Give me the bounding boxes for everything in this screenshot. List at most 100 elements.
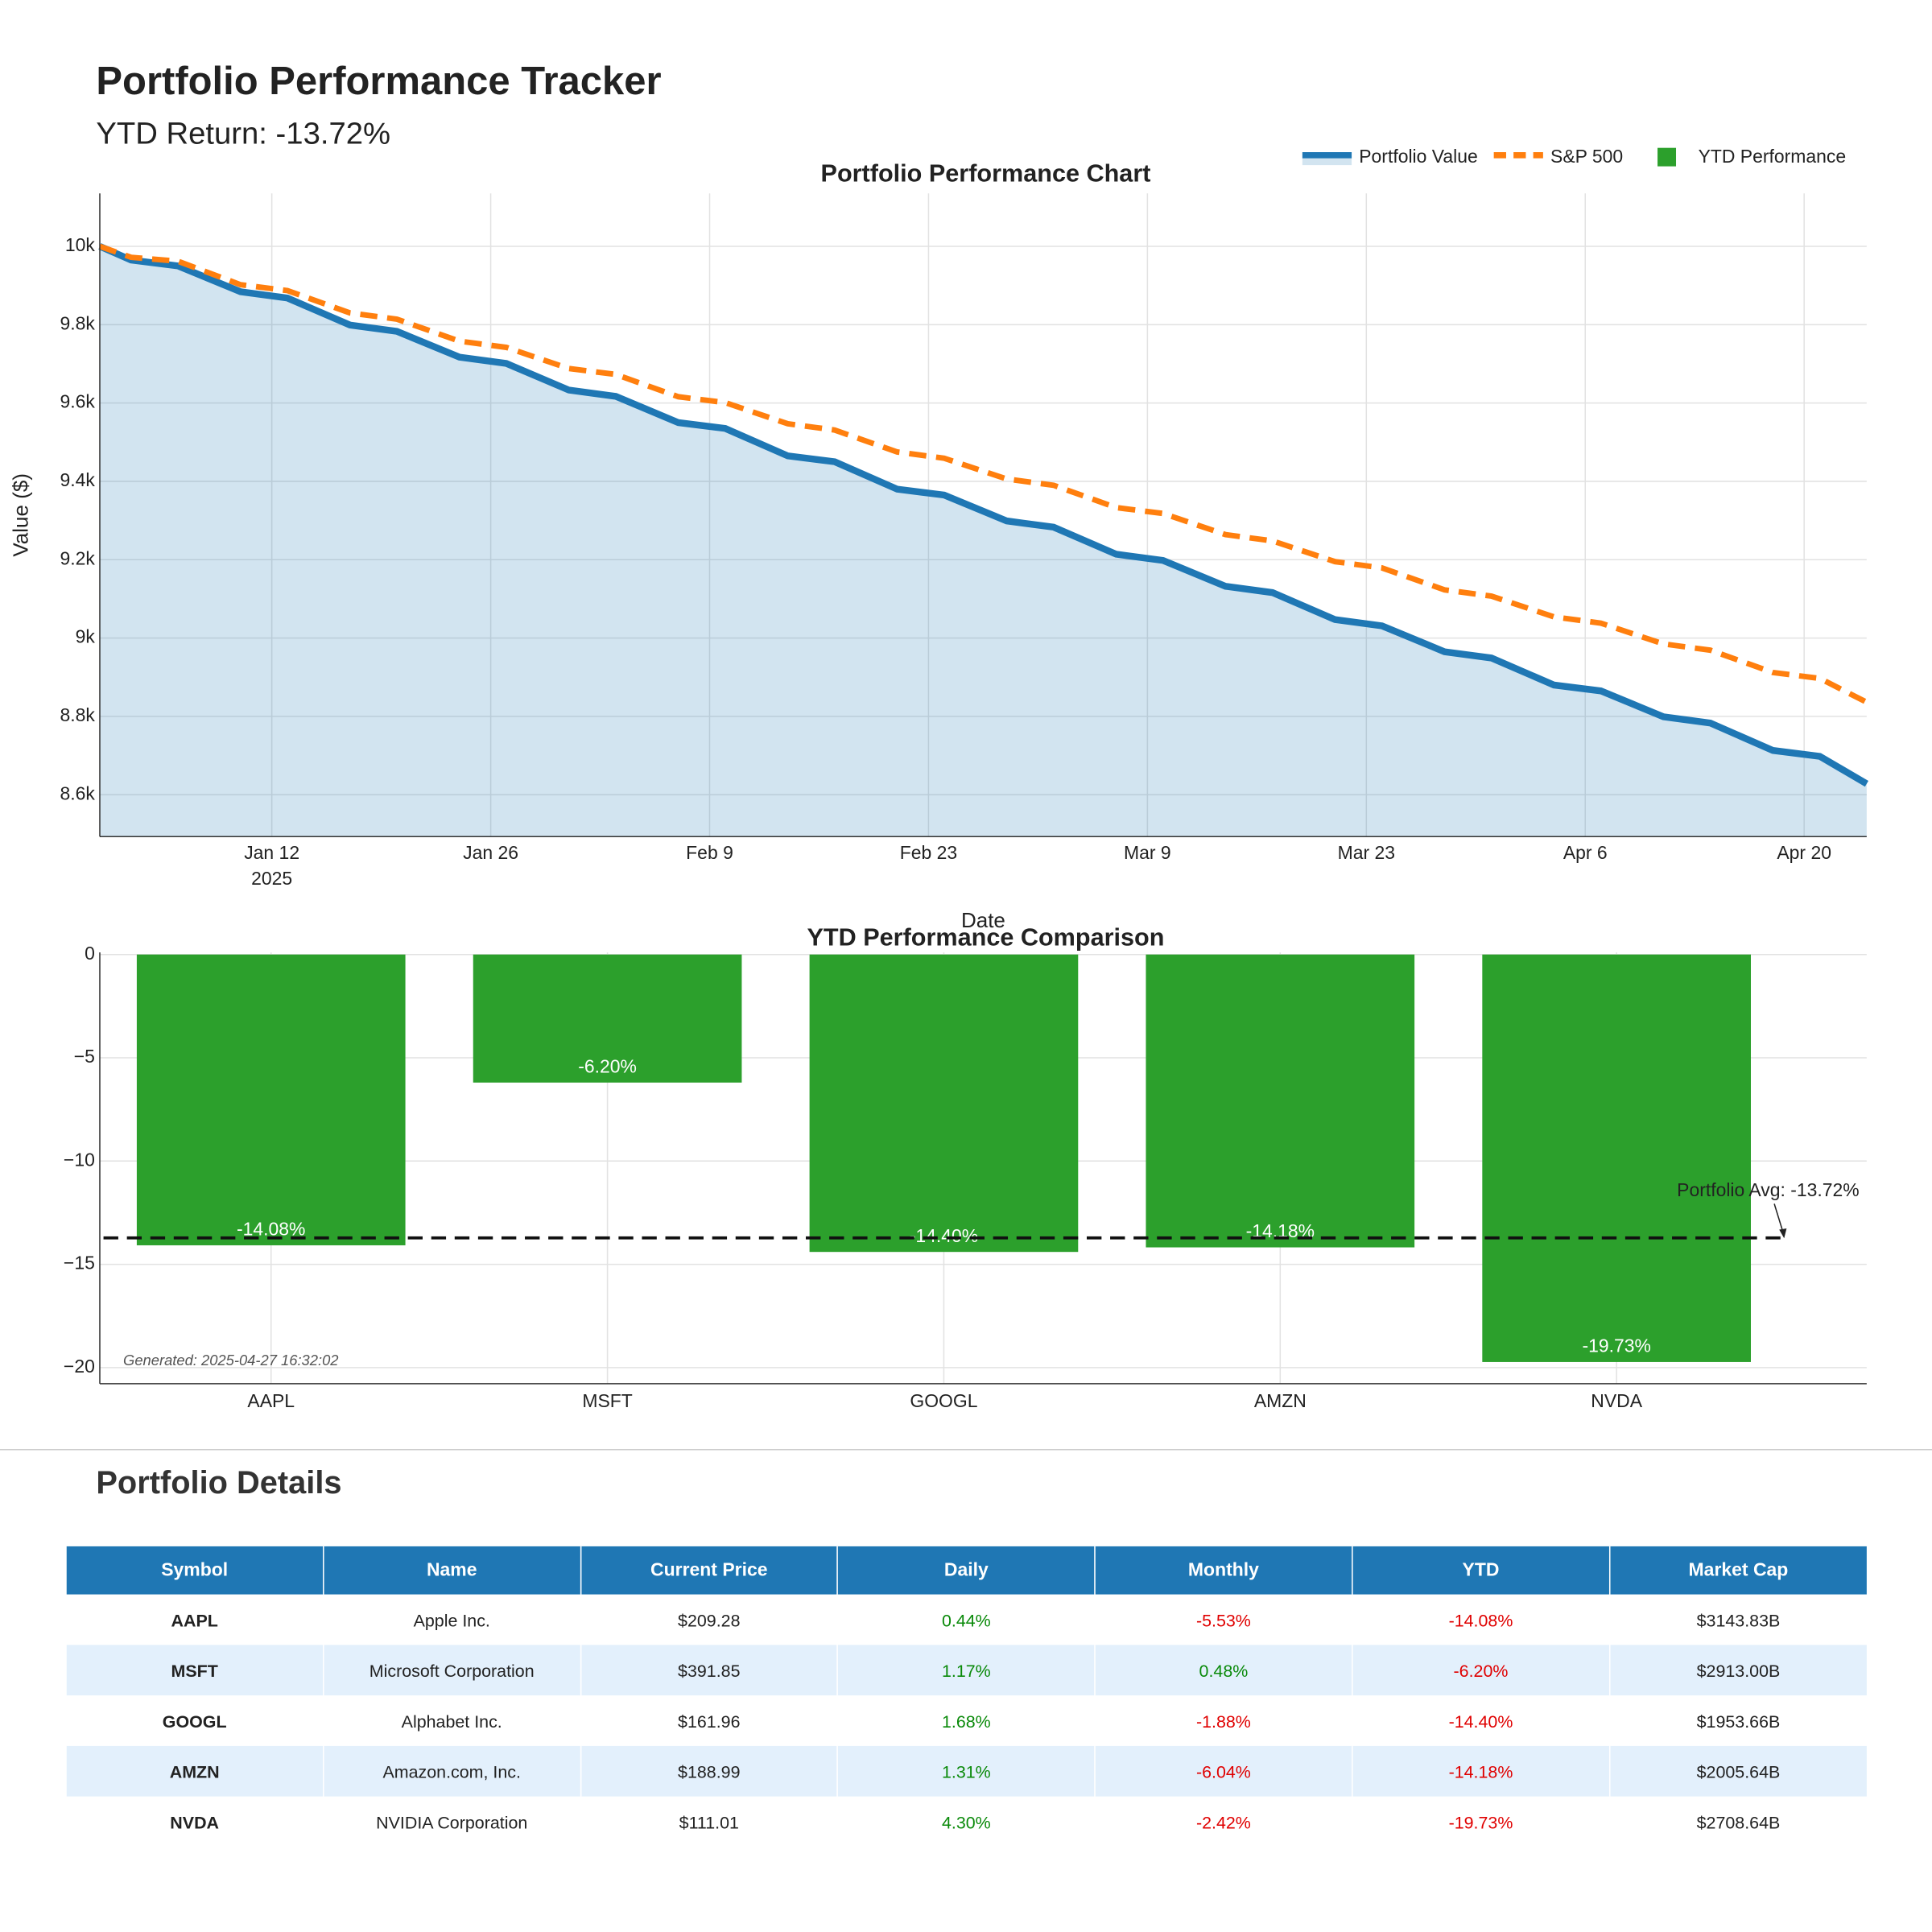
separator — [0, 1449, 1932, 1451]
y-tick-label: 8.8k — [60, 704, 95, 725]
x-tick-label: Feb 9 — [686, 842, 733, 863]
x-tick-label: AMZN — [1254, 1390, 1307, 1411]
table-cell: -14.18% — [1351, 1745, 1610, 1797]
column-header: Daily — [836, 1546, 1096, 1595]
table-row: GOOGL Alphabet Inc. $161.96 1.68% -1.88% -14.… — [65, 1695, 1867, 1746]
table-cell: $2913.00B — [1608, 1645, 1867, 1696]
x-tick-label: MSFT — [582, 1390, 632, 1411]
bar — [1482, 954, 1751, 1362]
table-cell: Alphabet Inc. — [322, 1695, 581, 1746]
y-tick-label: −5 — [74, 1046, 95, 1067]
bar-value-label: -6.20% — [578, 1055, 637, 1076]
y-tick-label: 10k — [65, 234, 96, 255]
table-cell: $2708.64B — [1608, 1796, 1867, 1847]
table-cell: Microsoft Corporation — [322, 1645, 581, 1696]
legend-label: Portfolio Value — [1359, 146, 1477, 167]
bar — [809, 954, 1079, 1253]
table-cell: NVDA — [65, 1796, 324, 1847]
y-tick-label: 9.2k — [60, 547, 95, 568]
table-cell: AAPL — [65, 1594, 324, 1645]
x-tick-sublabel: 2025 — [251, 868, 292, 889]
table-cell: -6.20% — [1351, 1645, 1610, 1696]
table-cell: -14.40% — [1351, 1695, 1610, 1746]
table-cell: 1.17% — [836, 1645, 1096, 1696]
bar — [1146, 954, 1415, 1248]
x-axis-label: Date — [961, 908, 1005, 932]
page-subtitle: YTD Return: -13.72% — [96, 116, 390, 151]
table-cell: AMZN — [65, 1745, 324, 1797]
x-tick-label: Apr 20 — [1777, 842, 1831, 863]
table-cell: -5.53% — [1094, 1594, 1352, 1645]
table-cell: Apple Inc. — [322, 1594, 581, 1645]
column-header: Name — [322, 1546, 581, 1595]
section-title: Portfolio Details — [96, 1463, 342, 1501]
table-cell: $1953.66B — [1608, 1695, 1867, 1746]
line-series — [98, 243, 1869, 787]
table-cell: GOOGL — [65, 1695, 324, 1746]
bar-value-label: -14.40% — [910, 1225, 978, 1246]
column-header: Monthly — [1094, 1546, 1352, 1595]
table-cell: 4.30% — [836, 1796, 1096, 1847]
legend-swatch — [1302, 157, 1352, 166]
x-tick-label: AAPL — [247, 1390, 295, 1411]
table-cell: -14.08% — [1351, 1594, 1610, 1645]
charts: Portfolio Performance Tracker YTD Return… — [8, 60, 1869, 1411]
table-cell: Amazon.com, Inc. — [322, 1745, 581, 1797]
table-cell: $111.01 — [580, 1796, 838, 1847]
header-row: Symbol Name Current Price Daily Monthly YTD Ma… — [65, 1546, 1867, 1595]
table-row: NVDA NVIDIA Corporation $111.01 4.30% -2.42%… — [65, 1796, 1867, 1847]
y-tick-label: 0 — [85, 943, 95, 964]
area-fill — [99, 246, 1867, 837]
table-cell: $188.99 — [580, 1745, 838, 1797]
y-tick-label: −20 — [64, 1356, 95, 1377]
column-header: Current Price — [580, 1546, 838, 1595]
column-header: Market Cap — [1608, 1546, 1867, 1595]
table-cell: 0.44% — [836, 1594, 1096, 1645]
x-tick-label: Apr 6 — [1563, 842, 1608, 863]
table-cell: 0.48% — [1094, 1645, 1352, 1696]
table-cell: -6.04% — [1094, 1745, 1352, 1797]
x-tick-label: Jan 12 — [244, 842, 299, 863]
y-axis-label: Value ($) — [8, 473, 32, 557]
table-row: MSFT Microsoft Corporation $391.85 1.17% 0.4… — [65, 1645, 1867, 1696]
legend-swatch — [1657, 147, 1677, 167]
bar — [136, 954, 406, 1245]
table-cell: MSFT — [65, 1645, 324, 1696]
y-tick-label: 9.8k — [60, 312, 95, 333]
details-table: Symbol Name Current Price Daily Monthly YTD Ma… — [65, 1546, 1867, 1847]
table-cell: $209.28 — [580, 1594, 838, 1645]
y-tick-label: 9k — [76, 626, 96, 647]
table-row: AAPL Apple Inc. $209.28 0.44% -5.53% -14.08% $… — [65, 1594, 1867, 1645]
y-tick-label: 9.6k — [60, 391, 95, 412]
table-cell: -2.42% — [1094, 1796, 1352, 1847]
footnote: Generated: 2025-04-27 16:32:02 — [123, 1352, 338, 1368]
x-tick-label: Mar 23 — [1338, 842, 1395, 863]
table-cell: -19.73% — [1351, 1796, 1610, 1847]
line-series — [98, 243, 1868, 705]
table-cell: -1.88% — [1094, 1695, 1352, 1746]
y-tick-label: 9.4k — [60, 469, 95, 490]
bar — [473, 954, 742, 1083]
x-tick-label: Feb 23 — [900, 842, 957, 863]
legend-label: S&P 500 — [1550, 146, 1623, 167]
bar-value-label: -19.73% — [1582, 1335, 1650, 1356]
x-tick-label: GOOGL — [910, 1390, 977, 1411]
chart-title: Portfolio Performance Chart — [821, 159, 1151, 187]
bar-value-label: -14.08% — [237, 1219, 305, 1240]
table-cell: 1.68% — [836, 1695, 1096, 1746]
y-tick-label: −15 — [64, 1253, 95, 1274]
table-cell: $2005.64B — [1608, 1745, 1867, 1797]
chart-title: YTD Performance Comparison — [807, 923, 1165, 951]
table-cell: $391.85 — [580, 1645, 838, 1696]
page-title: Portfolio Performance Tracker — [96, 60, 661, 103]
table-cell: NVIDIA Corporation — [322, 1796, 581, 1847]
x-tick-label: Mar 9 — [1124, 842, 1171, 863]
table-cell: 1.31% — [836, 1745, 1096, 1797]
column-header: Symbol — [65, 1546, 324, 1595]
table-row: AMZN Amazon.com, Inc. $188.99 1.31% -6.04% -1… — [65, 1745, 1867, 1797]
reference-label: Portfolio Avg: -13.72% — [1677, 1179, 1860, 1200]
column-header: YTD — [1351, 1546, 1610, 1595]
table-cell: $3143.83B — [1608, 1594, 1867, 1645]
table-cell: $161.96 — [580, 1695, 838, 1746]
